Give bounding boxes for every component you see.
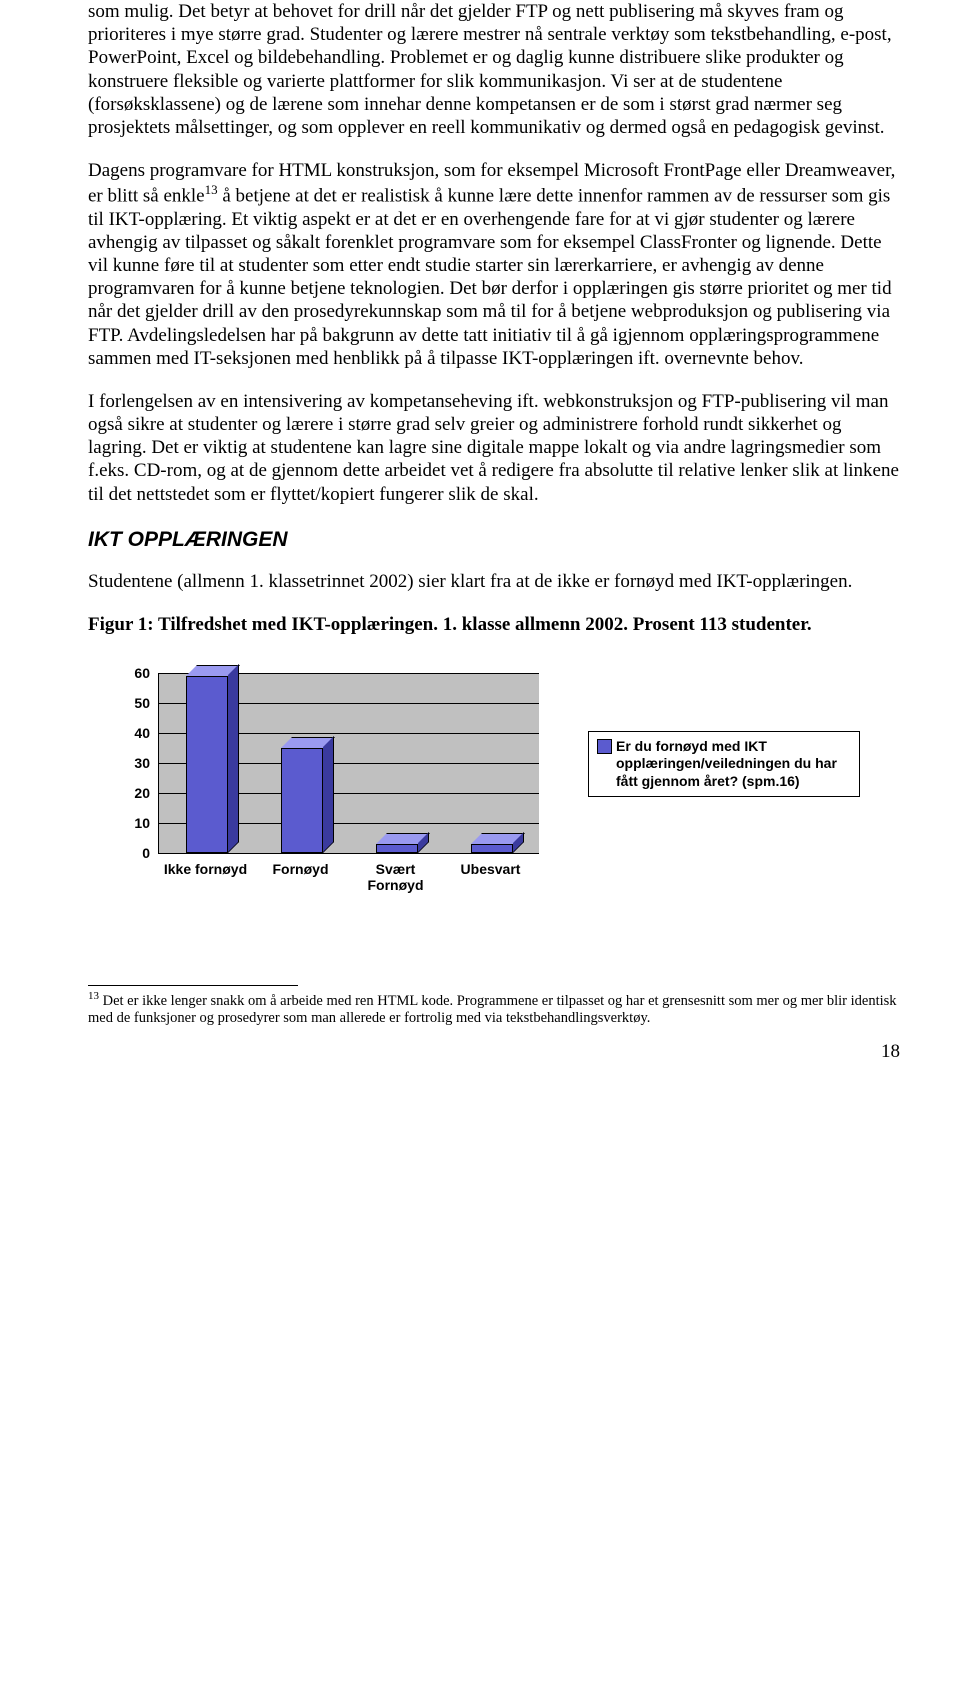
chart-y-tick: 50: [98, 695, 150, 711]
chart-bar: [281, 738, 333, 853]
chart-gridline: [159, 853, 539, 854]
chart-y-tick: 60: [98, 665, 150, 681]
footnote-13: 13 Det er ikke lenger snakk om å arbeide…: [88, 990, 900, 1028]
chart-x-label: Ikke fornøyd: [158, 861, 253, 877]
footnote-ref-13: 13: [205, 182, 218, 197]
chart-plot-area: [158, 673, 539, 854]
chart-y-tick: 0: [98, 845, 150, 861]
legend-text: Er du fornøyd med IKT opplæringen/veiled…: [616, 738, 844, 791]
section-heading-ikt: IKT OPPLÆRINGEN: [88, 528, 900, 552]
chart-y-tick: 20: [98, 785, 150, 801]
footnote-text: Det er ikke lenger snakk om å arbeide me…: [88, 993, 897, 1026]
paragraph-4: Studentene (allmenn 1. klassetrinnet 200…: [88, 570, 900, 593]
page-container: som mulig. Det betyr at behovet for dril…: [0, 0, 960, 1103]
chart-legend: Er du fornøyd med IKT opplæringen/veiled…: [588, 731, 860, 798]
paragraph-2b: å betjene at det er realistisk å kunne l…: [88, 186, 892, 369]
chart-bar: [186, 666, 238, 853]
paragraph-3: I forlengelsen av en intensivering av ko…: [88, 390, 900, 506]
figure-1-chart: Er du fornøyd med IKT opplæringen/veiled…: [98, 665, 878, 895]
paragraph-2: Dagens programvare for HTML konstruksjon…: [88, 159, 900, 370]
chart-y-tick: 30: [98, 755, 150, 771]
chart-bar: [471, 834, 523, 853]
chart-x-label: SværtFornøyd: [348, 861, 443, 893]
legend-swatch-icon: [597, 739, 612, 754]
chart-bar: [376, 834, 428, 853]
chart-y-tick: 10: [98, 815, 150, 831]
chart-x-label: Ubesvart: [443, 861, 538, 877]
figure-1-title: Figur 1: Tilfredshet med IKT-opplæringen…: [88, 613, 900, 637]
page-number: 18: [88, 1041, 900, 1063]
chart-y-tick: 40: [98, 725, 150, 741]
footnote-number: 13: [88, 990, 99, 1002]
paragraph-1: som mulig. Det betyr at behovet for dril…: [88, 0, 900, 139]
chart-x-label: Fornøyd: [253, 861, 348, 877]
footnote-separator: [88, 985, 298, 986]
